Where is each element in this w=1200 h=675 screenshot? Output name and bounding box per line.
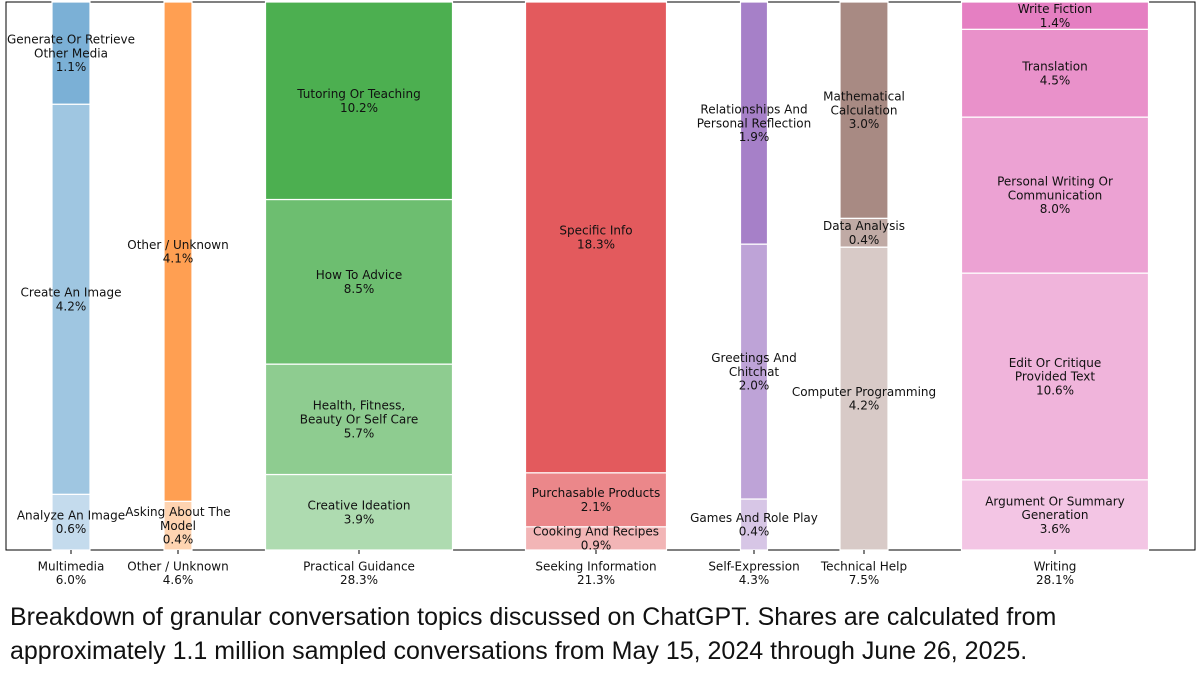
segment-label-other-unknown-other-unknown: Other / Unknown 4.1% bbox=[127, 238, 228, 266]
segment-label-practical-guidance-how-to-advice: How To Advice 8.5% bbox=[316, 268, 402, 296]
segment-label-practical-guidance-health-fitness-beauty-or-self-care: Health, Fitness, Beauty Or Self Care 5.7% bbox=[300, 399, 419, 441]
bar-segment-multimedia-generate-or-retrieve-other-media bbox=[51, 1, 91, 105]
segment-label-practical-guidance-creative-ideation: Creative Ideation 3.9% bbox=[307, 499, 410, 527]
segment-label-seeking-information-specific-info: Specific Info 18.3% bbox=[559, 224, 632, 252]
x-tick-label-practical-guidance: Practical Guidance 28.3% bbox=[303, 559, 415, 587]
segment-label-technical-help-computer-programming: Computer Programming 4.2% bbox=[792, 385, 936, 413]
segment-label-writing-argument-or-summary-generation: Argument Or Summary Generation 3.6% bbox=[985, 494, 1125, 536]
bar-segment-self-expression-relationships-and-personal-reflection bbox=[739, 1, 769, 245]
bar-segment-practical-guidance-creative-ideation bbox=[264, 473, 454, 551]
labels-group: Analyze An Image 0.6% Create An Image 4.2% G… bbox=[7, 2, 1125, 587]
segment-label-writing-edit-or-critique-provided-text: Edit Or Critique Provided Text 10.6% bbox=[1009, 356, 1102, 398]
segment-label-technical-help-data-analysis: Data Analysis 0.4% bbox=[823, 219, 905, 247]
x-tick-label-other-unknown: Other / Unknown 4.6% bbox=[127, 559, 228, 587]
segment-label-self-expression-relationships-and-personal-reflection: Relationships And Personal Reflection 1.9% bbox=[697, 103, 812, 145]
bar-segment-writing-argument-or-summary-generation bbox=[960, 479, 1150, 551]
bar-segment-writing-personal-writing-or-communication bbox=[960, 116, 1150, 274]
segment-label-writing-personal-writing-or-communication: Personal Writing Or Communication 8.0% bbox=[997, 175, 1113, 217]
x-tick-label-self-expression: Self-Expression 4.3% bbox=[708, 559, 799, 587]
bar-segment-writing-write-fiction bbox=[960, 1, 1150, 30]
bar-segment-seeking-information-purchasable-products bbox=[524, 472, 668, 528]
bar-segment-technical-help-computer-programming bbox=[839, 246, 889, 551]
bar-segment-technical-help-data-analysis bbox=[839, 217, 889, 248]
segment-label-other-unknown-asking-about-the-model: Asking About The Model 0.4% bbox=[125, 505, 230, 547]
segment-label-seeking-information-purchasable-products: Purchasable Products 2.1% bbox=[532, 486, 660, 514]
segment-label-multimedia-generate-or-retrieve-other-media: Generate Or Retrieve Other Media 1.1% bbox=[7, 33, 135, 75]
segment-label-multimedia-analyze-an-image: Analyze An Image 0.6% bbox=[17, 508, 125, 536]
segment-label-self-expression-greetings-and-chitchat: Greetings And Chitchat 2.0% bbox=[711, 351, 797, 393]
segment-label-multimedia-create-an-image: Create An Image 4.2% bbox=[21, 286, 122, 314]
bar-segment-practical-guidance-how-to-advice bbox=[264, 198, 454, 365]
segment-label-seeking-information-cooking-and-recipes: Cooking And Recipes 0.9% bbox=[533, 525, 659, 553]
bar-segment-seeking-information-specific-info bbox=[524, 1, 668, 474]
segment-label-self-expression-games-and-role-play: Games And Role Play 0.4% bbox=[690, 511, 818, 539]
x-tick-label-seeking-information: Seeking Information 21.3% bbox=[535, 559, 656, 587]
bars-group bbox=[51, 1, 1150, 551]
x-tick-label-technical-help: Technical Help 7.5% bbox=[820, 559, 907, 587]
segment-label-writing-write-fiction: Write Fiction 1.4% bbox=[1018, 2, 1092, 30]
segment-label-practical-guidance-tutoring-or-teaching: Tutoring Or Teaching 10.2% bbox=[296, 87, 420, 115]
bar-segment-practical-guidance-health-fitness-beauty-or-self-care bbox=[264, 363, 454, 476]
x-tick-label-multimedia: Multimedia 6.0% bbox=[38, 559, 105, 587]
bar-segment-practical-guidance-tutoring-or-teaching bbox=[264, 1, 454, 201]
bar-segment-other-unknown-other-unknown bbox=[163, 1, 193, 502]
bar-segment-technical-help-mathematical-calculation bbox=[839, 1, 889, 219]
segment-label-writing-translation: Translation 4.5% bbox=[1021, 60, 1087, 88]
x-tick-label-writing: Writing 28.1% bbox=[1034, 559, 1077, 587]
chart: Analyze An Image 0.6% Create An Image 4.2% G… bbox=[5, 1, 1196, 587]
figure-caption: Breakdown of granular conversation topic… bbox=[10, 603, 1057, 665]
segment-label-technical-help-mathematical-calculation: Mathematical Calculation 3.0% bbox=[823, 90, 905, 132]
bar-segment-writing-edit-or-critique-provided-text bbox=[960, 272, 1150, 481]
bar-segment-multimedia-create-an-image bbox=[51, 103, 91, 495]
